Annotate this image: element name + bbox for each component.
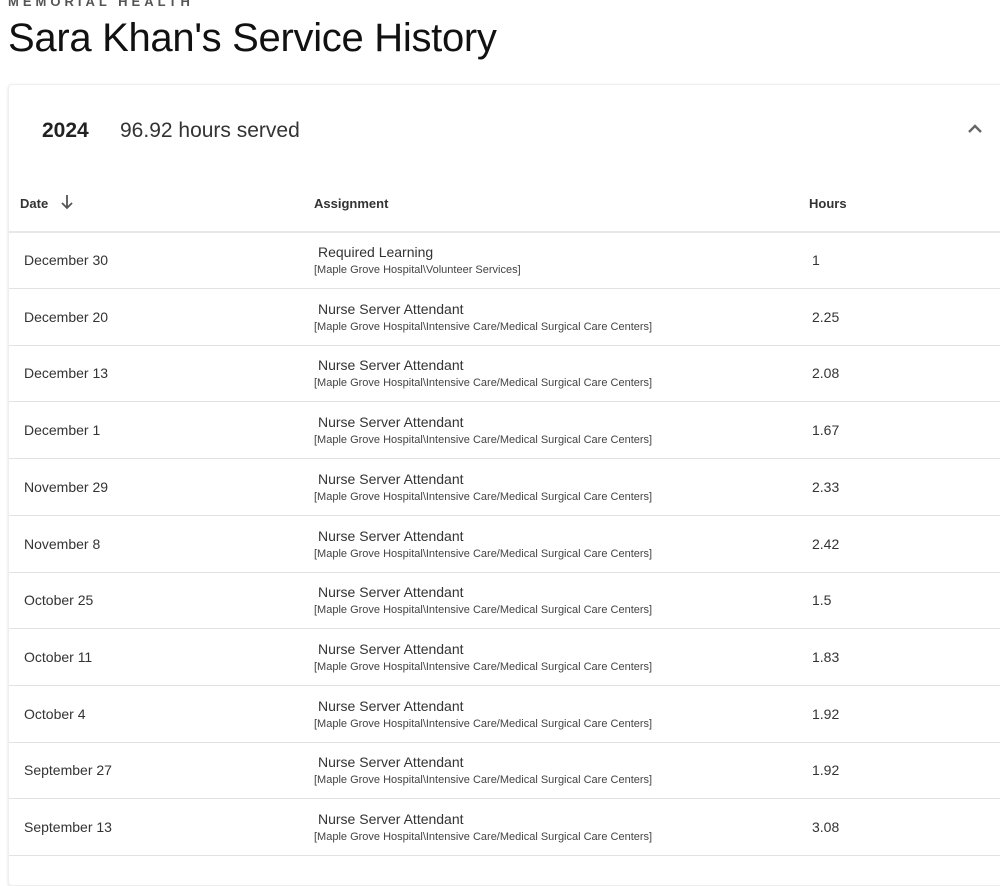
- row-location: [Maple Grove Hospital\Intensive Care/Med…: [314, 831, 653, 843]
- row-date: December 20: [24, 308, 109, 325]
- page-title: Sara Khan's Service History: [8, 16, 497, 60]
- row-hours: 1.92: [812, 762, 840, 779]
- sort-arrow-down-icon[interactable]: [59, 193, 75, 211]
- year-section-card: 2024 96.92 hours served Date Assignment …: [8, 84, 1000, 886]
- table-header: Date Assignment Hours: [9, 176, 1000, 233]
- row-location: [Maple Grove Hospital\Intensive Care/Med…: [314, 547, 653, 560]
- row-assignment: Nurse Server Attendant: [318, 357, 464, 374]
- row-location: [Maple Grove Hospital\Intensive Care/Med…: [314, 660, 653, 673]
- row-hours: 1: [812, 252, 820, 268]
- table-row: December 13 Nurse Server Attendant [Maple …: [9, 345, 1000, 403]
- row-assignment: Nurse Server Attendant: [318, 754, 464, 771]
- column-header-hours[interactable]: Hours: [809, 196, 847, 211]
- row-date: October 4: [24, 705, 86, 722]
- row-hours: 1.83: [812, 648, 840, 665]
- table-row: December 1 Nurse Server Attendant [Maple G…: [9, 402, 1000, 460]
- row-location: [Maple Grove Hospital\Intensive Care/Med…: [314, 774, 653, 787]
- row-date: December 1: [24, 422, 101, 439]
- row-location: [Maple Grove Hospital\Intensive Care/Med…: [314, 377, 653, 390]
- row-assignment: Nurse Server Attendant: [318, 527, 464, 544]
- row-assignment: Nurse Server Attendant: [318, 300, 464, 317]
- row-hours: 1.92: [812, 705, 840, 722]
- row-assignment: Nurse Server Attendant: [318, 640, 464, 657]
- brand-logo-text: MEMORIAL HEALTH: [8, 0, 194, 9]
- row-date: December 13: [24, 365, 109, 382]
- table-row: October 4 Nurse Server Attendant [Maple Gr…: [9, 686, 1000, 743]
- row-hours: 3.08: [812, 819, 840, 835]
- row-location: [Maple Grove Hospital\Intensive Care/Med…: [314, 717, 653, 730]
- row-date: September 27: [24, 762, 112, 779]
- row-location: [Maple Grove Hospital\Intensive Care/Med…: [314, 490, 653, 503]
- year-section-header[interactable]: 2024 96.92 hours served: [9, 85, 1000, 175]
- row-assignment: Required Learning: [318, 244, 434, 260]
- row-hours: 2.08: [812, 365, 840, 382]
- section-year: 2024: [42, 119, 89, 142]
- table-row: September 13 Nurse Server Attendant [Maple…: [9, 799, 1000, 856]
- row-assignment: Nurse Server Attendant: [318, 811, 464, 827]
- row-assignment: Nurse Server Attendant: [318, 584, 464, 601]
- row-date: October 25: [24, 592, 94, 609]
- table-row: November 29 Nurse Server Attendant [Maple …: [9, 459, 1000, 516]
- table-row: December 20 Nurse Server Attendant [Maple …: [9, 289, 1000, 346]
- table-row: October 25 Nurse Server Attendant [Maple G…: [9, 572, 1000, 630]
- row-assignment: Nurse Server Attendant: [318, 414, 464, 431]
- row-date: October 11: [24, 648, 93, 665]
- table-row: December 30 Required Learning [Maple Grove…: [9, 232, 1000, 289]
- table-row: November 8 Nurse Server Attendant [Maple G…: [9, 516, 1000, 573]
- section-total-hours: 96.92 hours served: [120, 119, 300, 142]
- row-location: [Maple Grove Hospital\Intensive Care/Med…: [314, 320, 653, 333]
- row-hours: 1.67: [812, 422, 840, 439]
- row-hours: 2.33: [812, 478, 840, 495]
- column-header-assignment[interactable]: Assignment: [314, 196, 389, 211]
- chevron-up-icon[interactable]: [963, 117, 987, 141]
- row-date: November 8: [24, 535, 101, 552]
- row-assignment: Nurse Server Attendant: [318, 470, 464, 487]
- table-row: September 27 Nurse Server Attendant [Maple…: [9, 742, 1000, 800]
- row-assignment: Nurse Server Attendant: [318, 697, 464, 714]
- row-hours: 2.25: [812, 308, 840, 325]
- column-header-date[interactable]: Date: [20, 196, 49, 211]
- row-location: [Maple Grove Hospital\Intensive Care/Med…: [314, 604, 653, 617]
- row-date: December 30: [24, 252, 109, 268]
- row-date: November 29: [24, 478, 109, 495]
- table-row: October 11 Nurse Server Attendant [Maple G…: [9, 629, 1000, 686]
- row-hours: 2.42: [812, 535, 840, 552]
- row-location: [Maple Grove Hospital\Intensive Care/Med…: [314, 434, 653, 447]
- row-hours: 1.5: [812, 592, 832, 609]
- row-date: September 13: [24, 819, 112, 835]
- row-location: [Maple Grove Hospital\Volunteer Services…: [314, 264, 521, 276]
